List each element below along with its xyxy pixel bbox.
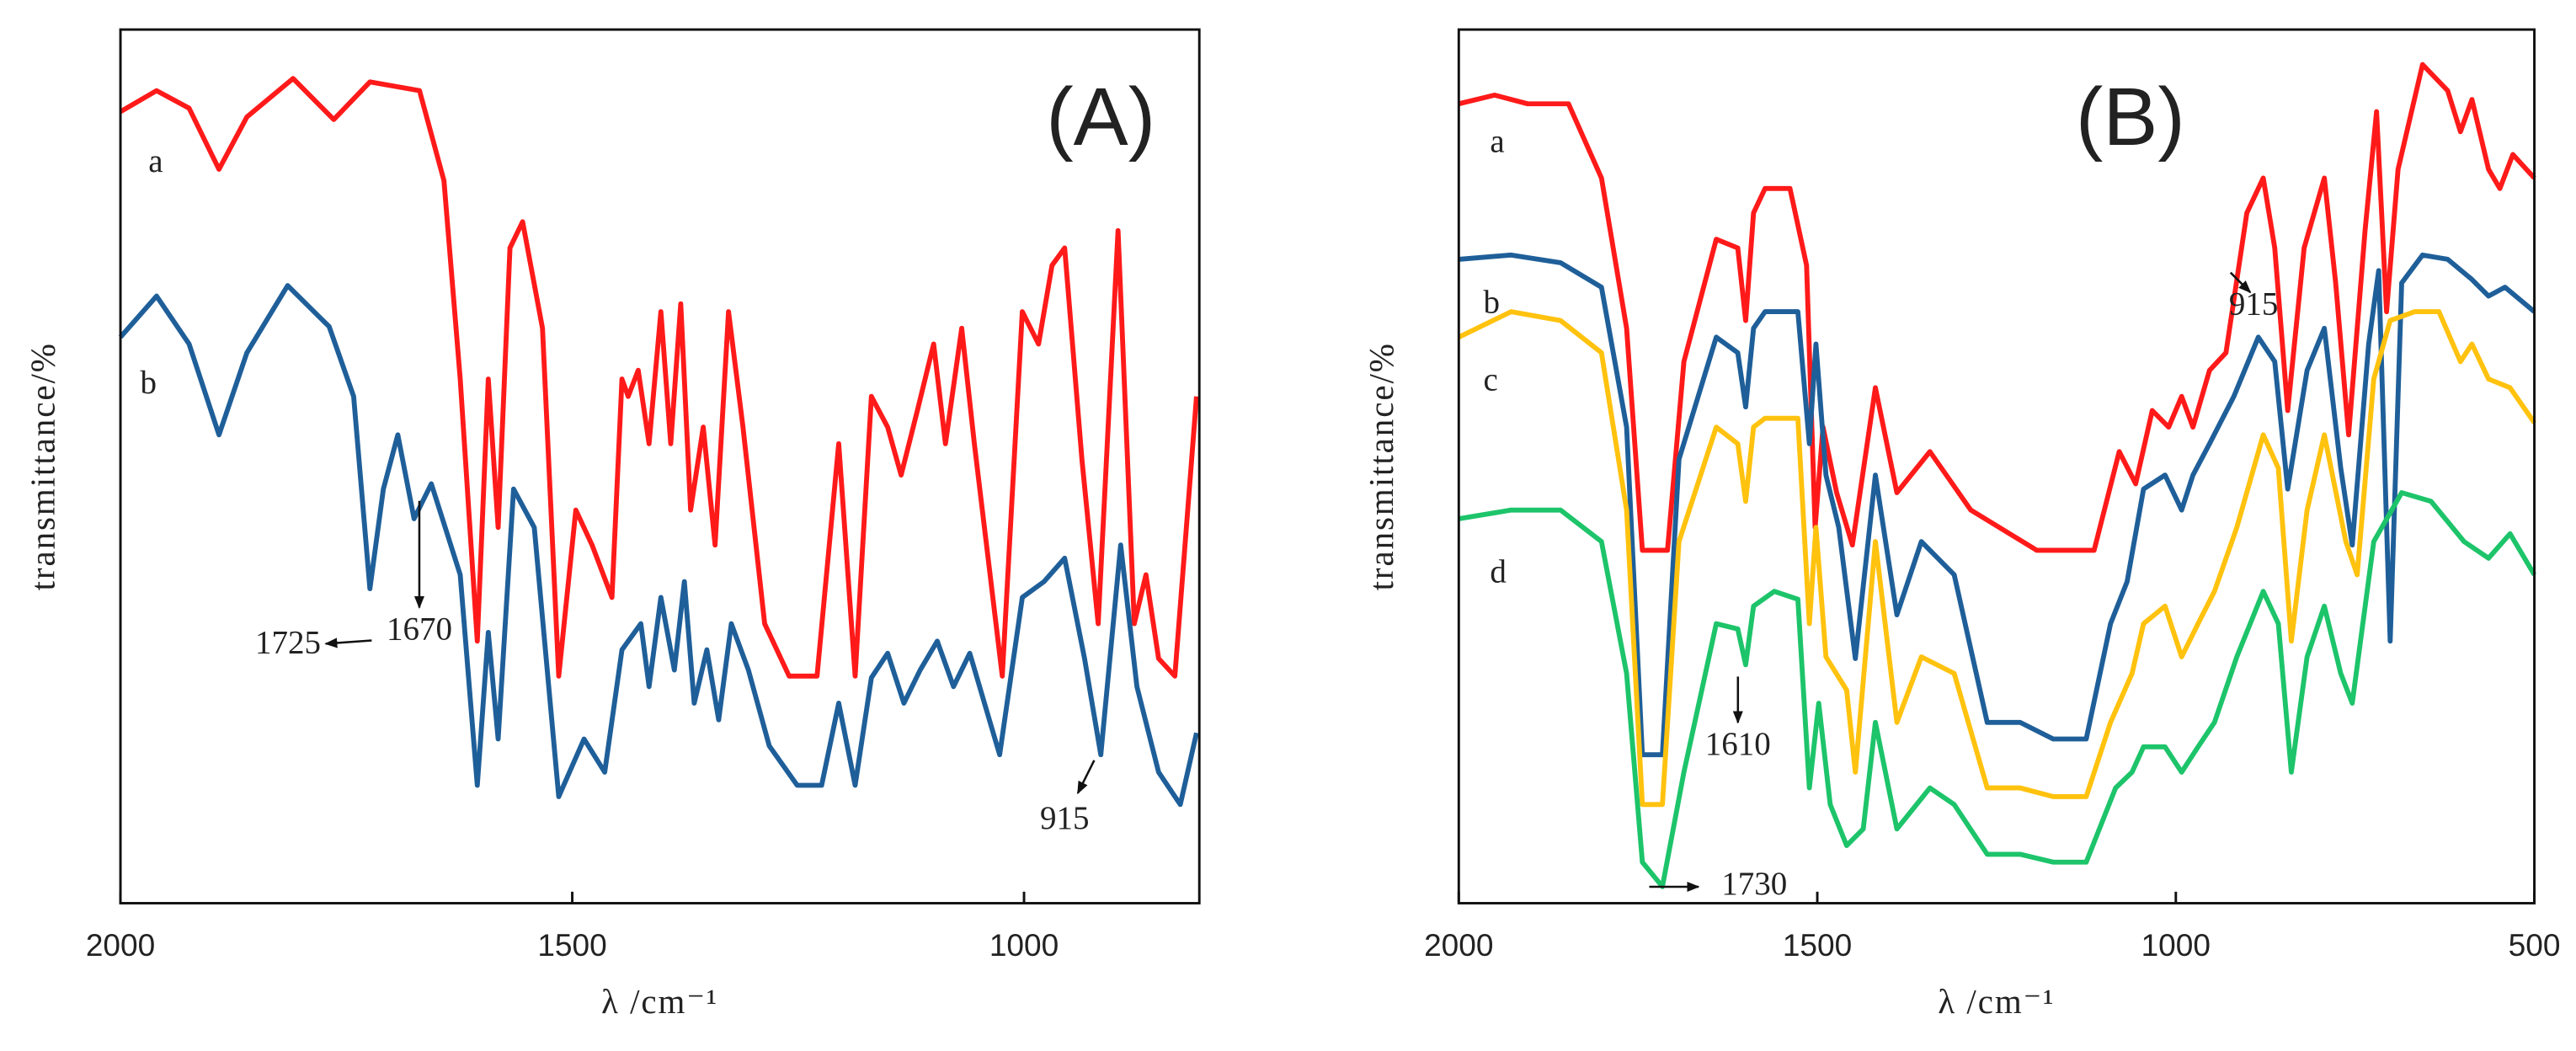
x-tick-label: 2000 <box>86 927 155 963</box>
peak-annotation: 915 <box>2229 286 2279 323</box>
y-axis-label: transmittance/% <box>24 342 62 590</box>
series-label: a <box>1490 124 1504 160</box>
panel-label: (B) <box>2076 71 2185 163</box>
plot-frame <box>1457 28 2536 904</box>
x-tick-label: 1500 <box>537 927 606 963</box>
y-axis-label: transmittance/% <box>1363 342 1400 590</box>
series-label: a <box>148 143 163 179</box>
spectrum-line <box>119 76 1199 679</box>
x-tick-label: 1000 <box>2141 927 2211 963</box>
spectrum-line <box>118 283 1199 808</box>
series-label: c <box>1484 361 1498 397</box>
x-axis-label: λ /cm⁻¹ <box>1938 983 2055 1021</box>
series-label: b <box>1484 285 1501 321</box>
annotation-arrow <box>324 638 372 648</box>
plot-frame <box>119 28 1201 904</box>
peak-annotation: 1610 <box>1705 726 1771 762</box>
spectrum-line <box>1459 252 2536 758</box>
panel-label: (A) <box>1046 71 1155 163</box>
peak-annotation: 1730 <box>1721 866 1787 902</box>
spectrum-line <box>1458 61 2536 553</box>
series-label: b <box>140 365 157 401</box>
x-tick-label: 1500 <box>1783 927 1852 963</box>
x-tick-label: 1000 <box>989 927 1059 963</box>
spectrum-line <box>1458 309 2536 808</box>
annotation-arrow <box>1076 760 1096 795</box>
x-tick-label: 500 <box>2509 927 2561 963</box>
annotation-arrow <box>2229 271 2252 294</box>
peak-annotation: 1670 <box>387 611 452 648</box>
peak-annotation: 1725 <box>255 624 321 660</box>
peak-annotation: 915 <box>1040 800 1090 836</box>
spectrum-line <box>1458 490 2537 889</box>
x-axis-label: λ /cm⁻¹ <box>601 983 718 1021</box>
series-label: d <box>1490 553 1507 590</box>
x-tick-label: 2000 <box>1424 927 1493 963</box>
